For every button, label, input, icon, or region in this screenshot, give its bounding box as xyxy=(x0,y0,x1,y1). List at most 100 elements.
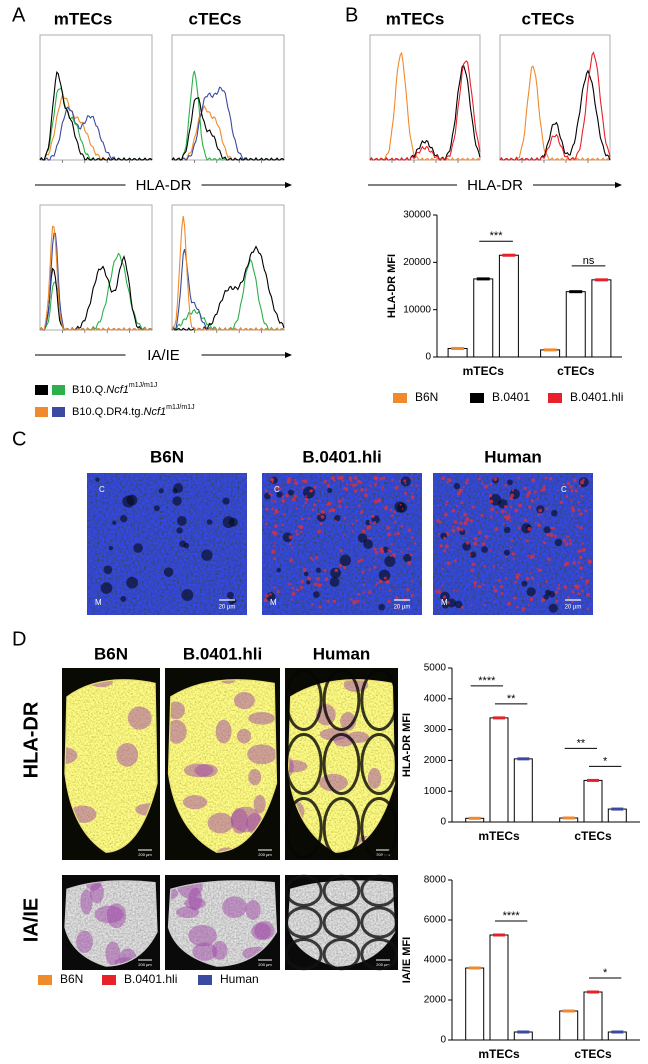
purple-signal xyxy=(253,794,266,814)
red-signal xyxy=(578,484,582,487)
red-signal xyxy=(469,519,474,523)
red-signal xyxy=(361,509,364,512)
dark-spot xyxy=(481,546,488,553)
bar xyxy=(565,291,586,358)
bar-cap xyxy=(468,966,481,970)
red-signal xyxy=(527,526,532,532)
red-signal xyxy=(470,568,474,573)
purple-signal xyxy=(76,930,93,954)
dark-spot xyxy=(163,567,174,577)
red-signal xyxy=(446,500,449,504)
x-tick-label: mTECs xyxy=(478,829,520,843)
red-signal xyxy=(453,520,458,524)
bar xyxy=(498,254,519,358)
y-tick-label: 1000 xyxy=(424,786,447,797)
dark-spot xyxy=(126,576,139,589)
red-signal xyxy=(373,476,378,481)
histogram-title: cTECs xyxy=(189,9,242,28)
red-signal xyxy=(494,527,499,531)
dark-spot xyxy=(363,539,373,549)
red-signal xyxy=(442,595,447,599)
red-signal xyxy=(527,490,532,495)
purple-signal xyxy=(106,903,127,929)
label-backdrop xyxy=(125,176,202,194)
red-signal xyxy=(465,541,470,545)
bar-cap xyxy=(493,716,505,720)
bar-cap xyxy=(611,807,624,811)
red-signal xyxy=(554,590,559,595)
purple-signal xyxy=(64,747,78,765)
histogram-frame xyxy=(369,34,481,161)
red-signal xyxy=(359,498,361,501)
tissue xyxy=(288,679,395,853)
red-signal xyxy=(552,526,555,530)
red-signal xyxy=(444,544,449,549)
bar-cap xyxy=(517,1030,530,1034)
purple-signal xyxy=(245,900,261,920)
legend-label: B.0401 xyxy=(492,390,530,404)
red-signal xyxy=(473,583,476,586)
red-signal xyxy=(580,494,584,498)
axis-label: HLA-DR xyxy=(136,177,192,194)
significance-label: ** xyxy=(507,693,516,705)
dark-spot xyxy=(112,520,117,525)
red-signal xyxy=(389,549,392,553)
red-signal xyxy=(564,542,569,547)
dark-spot xyxy=(176,527,183,534)
red-signal xyxy=(505,517,510,521)
red-signal xyxy=(463,512,468,517)
red-signal xyxy=(572,561,577,565)
red-signal xyxy=(510,538,514,542)
bar xyxy=(489,717,509,823)
red-signal xyxy=(438,532,441,535)
panel-label: D xyxy=(12,628,26,650)
scale-label: 200 µm xyxy=(258,962,272,967)
red-signal xyxy=(482,583,485,586)
red-signal xyxy=(501,509,505,514)
red-signal xyxy=(345,483,348,485)
legend-superscript: m1J/m1J xyxy=(129,382,157,389)
red-signal xyxy=(276,590,280,594)
red-signal xyxy=(317,513,320,516)
red-signal xyxy=(536,497,539,500)
red-signal xyxy=(311,558,315,561)
y-tick-label: 20000 xyxy=(403,257,431,268)
red-signal xyxy=(373,565,377,569)
red-signal xyxy=(453,559,457,563)
red-signal xyxy=(281,523,284,527)
red-signal xyxy=(316,576,321,581)
red-signal xyxy=(369,537,372,540)
dark-spot xyxy=(108,545,114,551)
red-signal xyxy=(344,487,348,491)
lobule-outline xyxy=(284,874,323,907)
red-signal xyxy=(474,576,477,579)
red-signal xyxy=(409,553,413,557)
dark-spot xyxy=(158,488,164,494)
y-tick-label: 2000 xyxy=(424,755,447,766)
purple-signal xyxy=(192,942,218,961)
red-signal xyxy=(339,549,343,553)
histogram-curve xyxy=(499,51,611,161)
histogram-frame xyxy=(39,34,153,161)
red-signal xyxy=(410,477,413,480)
red-signal xyxy=(460,528,464,532)
red-signal xyxy=(514,508,519,513)
purple-signal xyxy=(215,719,232,744)
red-signal xyxy=(354,516,357,519)
y-axis-label: IA/IE MFI xyxy=(401,937,413,983)
red-signal xyxy=(571,514,574,517)
red-signal xyxy=(509,505,513,509)
red-signal xyxy=(364,488,368,491)
red-signal xyxy=(274,508,279,513)
red-signal xyxy=(375,482,378,485)
bar-cap xyxy=(611,1030,624,1034)
red-signal xyxy=(515,574,519,579)
histogram-curve xyxy=(171,215,285,331)
red-signal xyxy=(404,491,408,495)
red-signal xyxy=(362,601,365,604)
red-signal xyxy=(445,503,448,506)
red-signal xyxy=(349,483,352,486)
red-signal xyxy=(393,510,396,514)
legend-superscript: m1J/m1J xyxy=(166,404,194,411)
histogram-curve xyxy=(39,70,153,161)
